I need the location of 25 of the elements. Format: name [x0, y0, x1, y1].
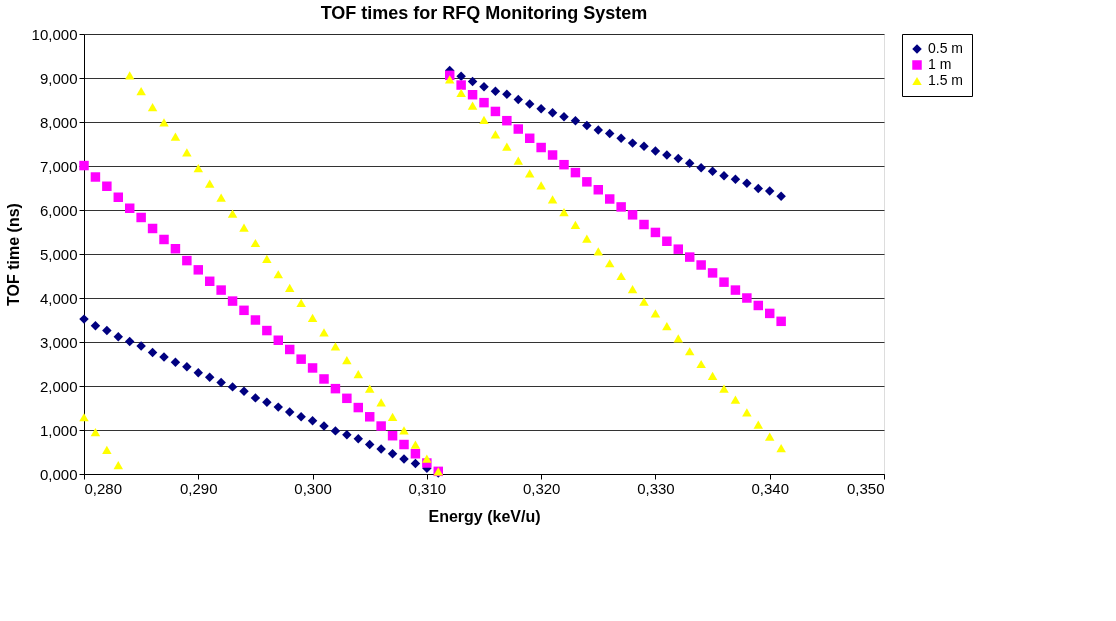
y-axis-title: TOF time (ns) — [4, 203, 22, 306]
legend-label: 1.5 m — [928, 72, 964, 88]
x-tick-label: 0,330 — [637, 479, 675, 497]
y-tick-label: 4,000 — [39, 289, 78, 307]
y-tick-label: 10,000 — [31, 25, 78, 43]
y-tick-label: 5,000 — [39, 245, 78, 263]
y-tick-label: 1,000 — [39, 421, 78, 439]
y-tick-label: 9,000 — [39, 69, 78, 87]
x-tick-label: 0,350 — [846, 479, 885, 497]
x-tick-label: 0,290 — [180, 479, 218, 497]
x-tick-label: 0,300 — [294, 479, 332, 497]
y-tick-label: 0,000 — [39, 465, 78, 483]
x-tick-label: 0,310 — [408, 479, 447, 497]
y-tick-label: 6,000 — [39, 201, 78, 219]
y-tick-label: 2,000 — [39, 377, 78, 395]
chart-title: TOF times for RFQ Monitoring System — [320, 3, 648, 23]
y-tick-label: 8,000 — [39, 113, 78, 131]
x-tick-label: 0,280 — [84, 479, 123, 497]
y-tick-label: 3,000 — [39, 333, 78, 351]
legend-label: 1 m — [928, 56, 952, 72]
y-tick-label: 7,000 — [39, 157, 78, 175]
x-tick-label: 0,340 — [751, 479, 789, 497]
legend-label: 0.5 m — [928, 40, 964, 56]
x-axis-title: Energy (keV/u) — [428, 507, 541, 525]
x-tick-label: 0,320 — [522, 479, 561, 497]
